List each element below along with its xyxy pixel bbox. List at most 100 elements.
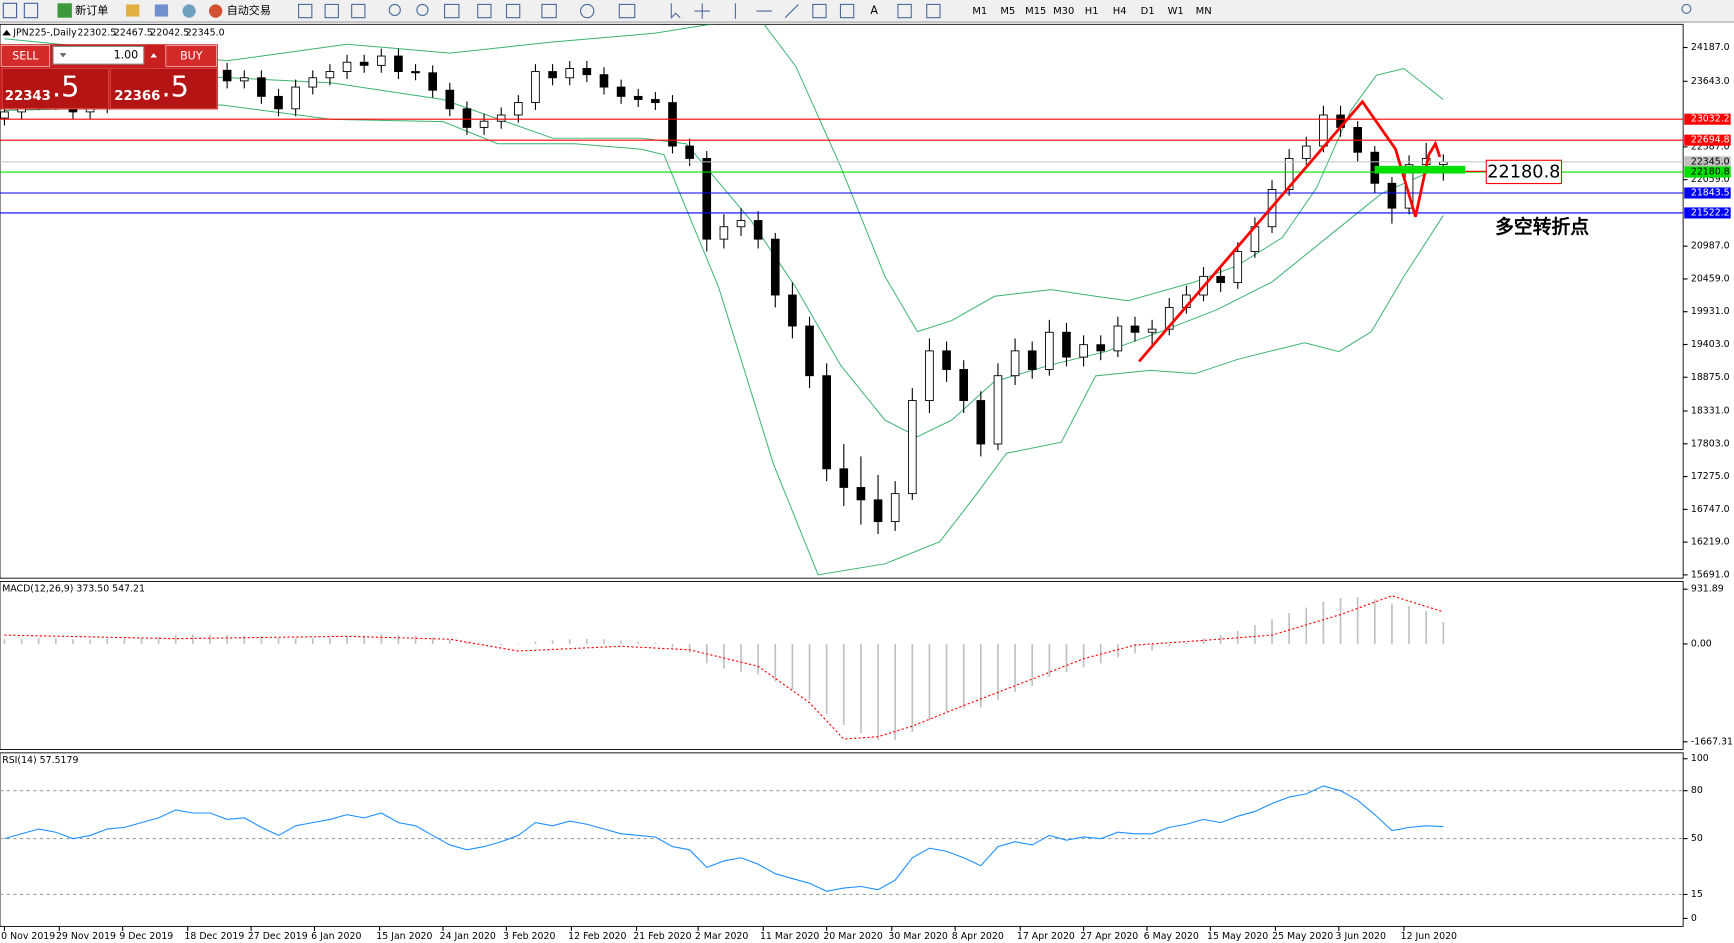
candle-body bbox=[719, 226, 729, 240]
candle-body bbox=[274, 95, 283, 110]
icon[interactable] bbox=[897, 3, 912, 19]
y-tick-label: 18331.0 bbox=[1691, 406, 1730, 417]
y-tick-label: 50 bbox=[1691, 833, 1703, 844]
turning-zone[interactable] bbox=[1374, 165, 1466, 174]
icon[interactable] bbox=[2, 2, 18, 19]
timeframe-button[interactable]: M30 bbox=[1053, 6, 1074, 17]
y-tick-label: 20987.0 bbox=[1691, 241, 1730, 252]
timeframe-button[interactable]: M5 bbox=[1000, 6, 1015, 17]
sell-button[interactable] bbox=[0, 45, 51, 67]
candle-body bbox=[633, 95, 643, 100]
auto-trading-button[interactable]: 自动交易 bbox=[227, 3, 271, 17]
sell-price-pips[interactable]: .5 bbox=[52, 69, 79, 103]
x-tick-label: 3 Feb 2020 bbox=[503, 931, 555, 942]
x-tick-label: 12 Jun 2020 bbox=[1401, 931, 1457, 942]
candle-body bbox=[1216, 275, 1225, 284]
sell-label[interactable]: SELL bbox=[12, 49, 39, 62]
rsi-panel bbox=[0, 752, 1684, 927]
icon[interactable] bbox=[477, 3, 492, 19]
x-tick-label: 11 Mar 2020 bbox=[760, 931, 819, 942]
buy-button[interactable] bbox=[165, 45, 218, 67]
trend-drawing[interactable] bbox=[1137, 99, 1442, 363]
candle-body bbox=[462, 108, 472, 128]
lots-input[interactable] bbox=[52, 45, 145, 65]
new-order-icon[interactable] bbox=[57, 3, 72, 18]
icon[interactable] bbox=[351, 3, 366, 19]
candle-body bbox=[342, 61, 352, 72]
timeframe-button[interactable]: H4 bbox=[1113, 6, 1127, 17]
timeframe-button[interactable]: MN bbox=[1196, 6, 1212, 17]
candle-body bbox=[736, 220, 746, 228]
lots-down[interactable] bbox=[59, 53, 67, 58]
buy-label[interactable]: BUY bbox=[180, 49, 203, 62]
header-arrow[interactable] bbox=[2, 29, 12, 36]
candle-body bbox=[685, 145, 694, 159]
y-tick-label: 22587.0 bbox=[1691, 141, 1730, 152]
icon[interactable] bbox=[126, 4, 140, 17]
icon[interactable] bbox=[839, 3, 855, 19]
x-tick-label: 6 Jan 2020 bbox=[311, 931, 361, 942]
candle-body bbox=[1284, 158, 1294, 190]
icon[interactable] bbox=[324, 3, 339, 19]
timeframe-button[interactable]: D1 bbox=[1141, 6, 1155, 17]
candle-body bbox=[394, 55, 403, 72]
candle-body bbox=[873, 499, 883, 523]
y-tick-label: 0.00 bbox=[1691, 638, 1712, 649]
candle-body bbox=[548, 71, 557, 79]
candle-body bbox=[1079, 344, 1088, 358]
icon[interactable] bbox=[541, 3, 557, 19]
buy-price-pips[interactable]: .5 bbox=[161, 69, 188, 103]
candle-body bbox=[1164, 306, 1174, 330]
main-plot bbox=[0, 24, 1684, 576]
icon[interactable] bbox=[444, 3, 460, 19]
buy-price-box[interactable] bbox=[110, 68, 218, 109]
drawings bbox=[1137, 99, 1487, 363]
auto-trading-icon[interactable] bbox=[209, 4, 223, 18]
sell-price[interactable]: 22343 bbox=[5, 89, 51, 104]
new-order-button[interactable]: 新订单 bbox=[75, 3, 108, 17]
timeframe-button[interactable]: M1 bbox=[972, 6, 987, 17]
ohlc-close: 22345.0 bbox=[186, 28, 225, 39]
timeframe-button[interactable]: W1 bbox=[1168, 6, 1184, 17]
trade-panel: SELL 1.00 BUY 22343 .5 22366 .5 bbox=[0, 44, 218, 110]
icon[interactable] bbox=[182, 4, 196, 18]
x-tick-label: 17 Apr 2020 bbox=[1017, 931, 1075, 942]
y-tick-label: 16747.0 bbox=[1691, 504, 1730, 515]
ohlc-high: 22467.5 bbox=[114, 28, 153, 39]
icon[interactable] bbox=[812, 3, 827, 19]
candle-body bbox=[770, 238, 780, 296]
crosshair-icon[interactable] bbox=[694, 3, 710, 19]
line-icons[interactable] bbox=[734, 3, 799, 19]
timeframe-button[interactable]: H1 bbox=[1085, 6, 1099, 17]
x-tick-label: 27 Apr 2020 bbox=[1080, 931, 1138, 942]
lots-value[interactable]: 1.00 bbox=[114, 48, 139, 61]
x-tick-label: 8 Apr 2020 bbox=[952, 931, 1004, 942]
candle-body bbox=[753, 220, 763, 240]
candle-body bbox=[907, 400, 917, 495]
icon[interactable] bbox=[926, 3, 941, 19]
search-icon[interactable] bbox=[1681, 3, 1692, 14]
timeframe-button[interactable]: M15 bbox=[1025, 6, 1046, 17]
zoom-in-icon[interactable] bbox=[388, 3, 401, 17]
icon[interactable] bbox=[618, 3, 636, 19]
icon[interactable] bbox=[23, 2, 39, 19]
icon[interactable] bbox=[580, 3, 595, 19]
y-tick-label: 17803.0 bbox=[1691, 438, 1730, 449]
sell-price-box[interactable] bbox=[1, 68, 109, 109]
zoom-out-icon[interactable] bbox=[416, 3, 429, 17]
candle-body bbox=[496, 114, 506, 122]
y-tick-label: 15691.0 bbox=[1691, 569, 1730, 580]
cursor-icon[interactable] bbox=[670, 3, 681, 20]
buy-price[interactable]: 22366 bbox=[114, 89, 160, 104]
icon[interactable] bbox=[298, 3, 313, 19]
lots-up[interactable] bbox=[150, 53, 158, 58]
candle-body bbox=[531, 71, 540, 104]
icon[interactable] bbox=[505, 3, 521, 19]
text-tool[interactable]: A bbox=[870, 4, 878, 17]
icon[interactable] bbox=[154, 4, 169, 17]
y-tick-label: 20459.0 bbox=[1691, 273, 1730, 284]
candle-body bbox=[565, 68, 575, 79]
